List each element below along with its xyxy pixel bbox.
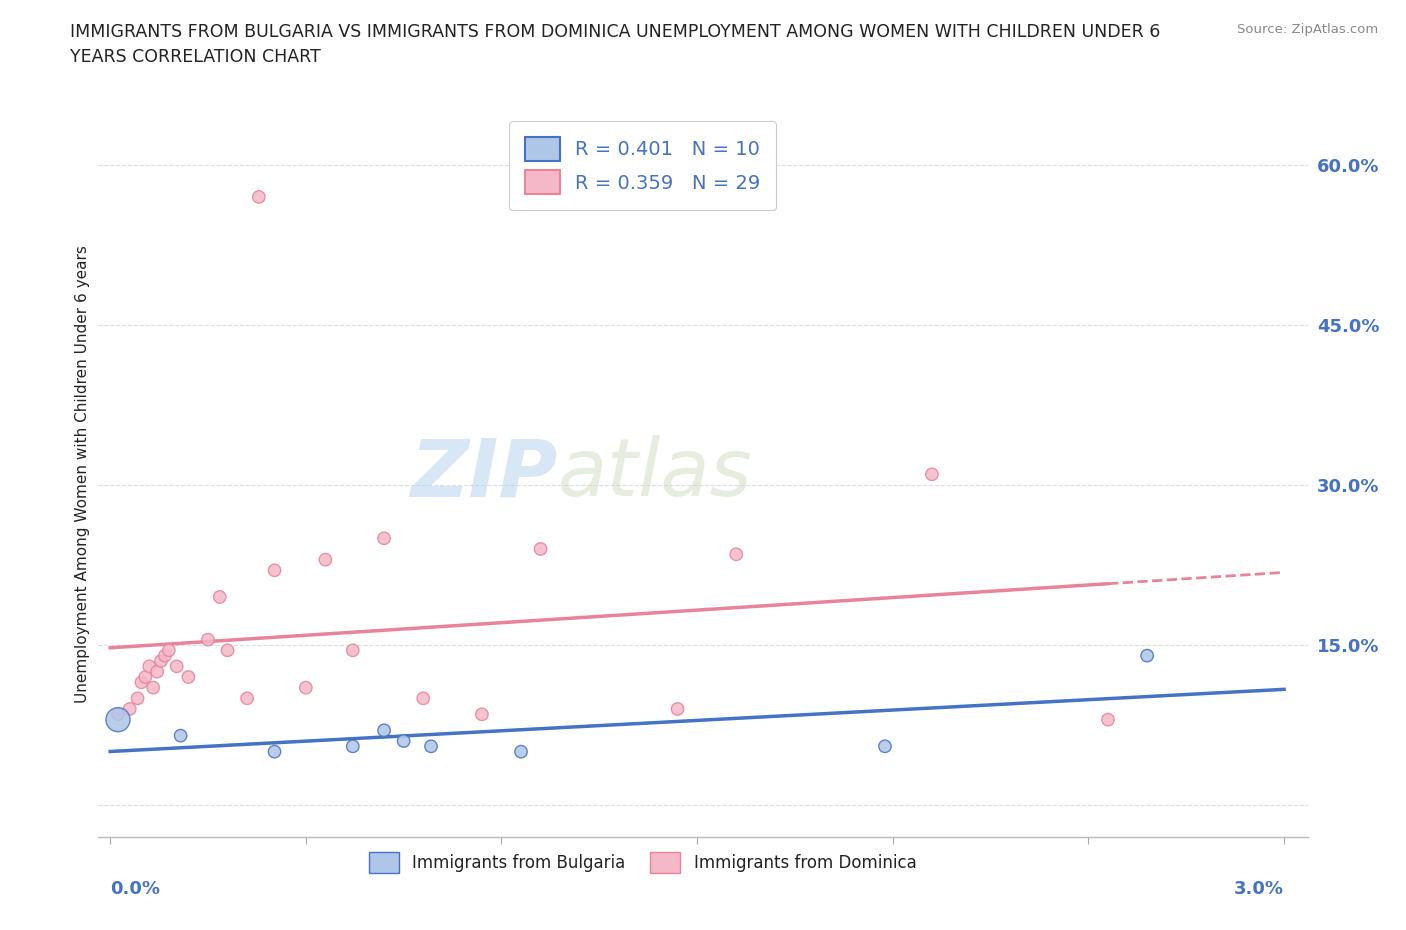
Point bbox=[177, 670, 200, 684]
Text: 3.0%: 3.0% bbox=[1234, 880, 1284, 897]
Legend: Immigrants from Bulgaria, Immigrants from Dominica: Immigrants from Bulgaria, Immigrants fro… bbox=[361, 845, 924, 880]
Text: Source: ZipAtlas.com: Source: ZipAtlas.com bbox=[1237, 23, 1378, 36]
Point bbox=[118, 701, 141, 716]
Text: YEARS CORRELATION CHART: YEARS CORRELATION CHART bbox=[70, 48, 321, 66]
Point bbox=[157, 643, 180, 658]
Point bbox=[217, 643, 239, 658]
Point bbox=[471, 707, 494, 722]
Point bbox=[236, 691, 259, 706]
Point bbox=[131, 675, 153, 690]
Point bbox=[529, 541, 551, 556]
Point bbox=[146, 664, 169, 679]
Point bbox=[392, 734, 415, 749]
Point bbox=[107, 712, 129, 727]
Point bbox=[295, 680, 318, 695]
Point bbox=[208, 590, 231, 604]
Point bbox=[197, 632, 219, 647]
Point bbox=[247, 190, 270, 205]
Point bbox=[1097, 712, 1119, 727]
Y-axis label: Unemployment Among Women with Children Under 6 years: Unemployment Among Women with Children U… bbox=[75, 246, 90, 703]
Point bbox=[342, 643, 364, 658]
Point bbox=[314, 552, 336, 567]
Point bbox=[263, 744, 285, 759]
Point bbox=[373, 531, 395, 546]
Text: 0.0%: 0.0% bbox=[110, 880, 160, 897]
Point bbox=[412, 691, 434, 706]
Point bbox=[142, 680, 165, 695]
Point bbox=[263, 563, 285, 578]
Point bbox=[150, 654, 173, 669]
Text: atlas: atlas bbox=[558, 435, 752, 513]
Point bbox=[873, 738, 896, 753]
Point bbox=[138, 658, 160, 673]
Point bbox=[725, 547, 748, 562]
Point bbox=[921, 467, 943, 482]
Point bbox=[666, 701, 689, 716]
Point bbox=[153, 648, 176, 663]
Text: IMMIGRANTS FROM BULGARIA VS IMMIGRANTS FROM DOMINICA UNEMPLOYMENT AMONG WOMEN WI: IMMIGRANTS FROM BULGARIA VS IMMIGRANTS F… bbox=[70, 23, 1161, 41]
Point bbox=[166, 658, 188, 673]
Point bbox=[1136, 648, 1159, 663]
Point bbox=[342, 738, 364, 753]
Text: ZIP: ZIP bbox=[411, 435, 558, 513]
Point bbox=[169, 728, 191, 743]
Point bbox=[420, 738, 443, 753]
Point bbox=[134, 670, 156, 684]
Point bbox=[127, 691, 149, 706]
Point bbox=[373, 723, 395, 737]
Point bbox=[107, 707, 129, 722]
Point bbox=[510, 744, 533, 759]
